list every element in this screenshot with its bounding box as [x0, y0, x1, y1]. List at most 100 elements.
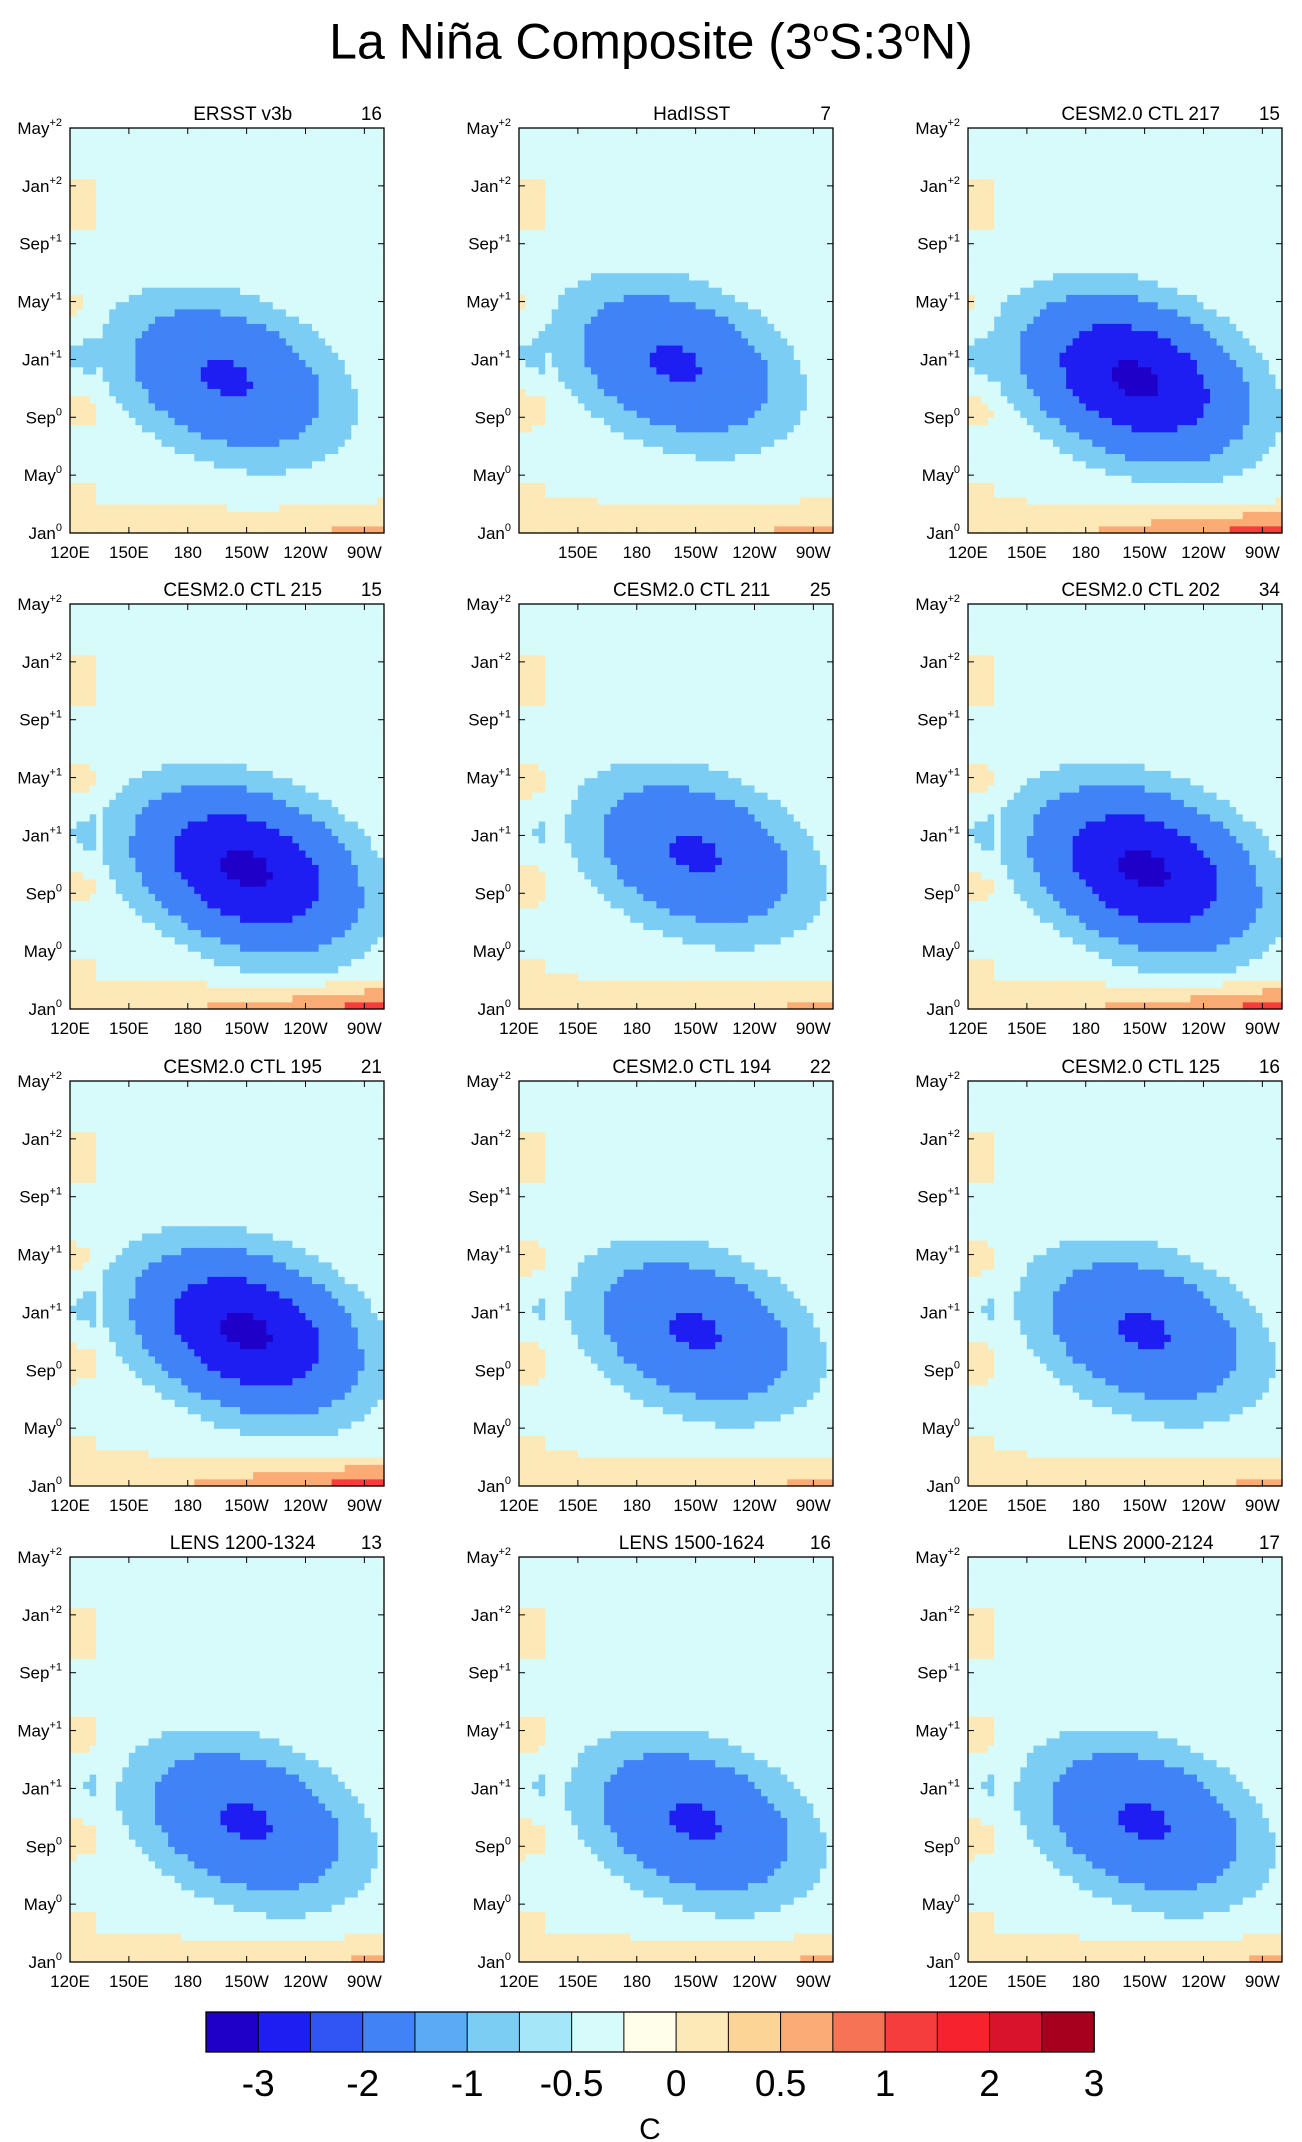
panel-frame [967, 1080, 1283, 1487]
y-tick-label: May0 [24, 1893, 62, 1914]
panel-8: CESM2.0 CTL 194 22 120E 150E 180 150W 120W 90W J… [466, 1057, 834, 1515]
panel-frame [69, 1080, 385, 1487]
y-tick-label: May+2 [17, 593, 62, 614]
panel-title: CESM2.0 CTL 215 [163, 580, 322, 601]
anomaly-field [968, 604, 1283, 1010]
y-tick-label: May0 [24, 940, 62, 961]
x-tick-label: 120W [283, 1019, 327, 1038]
y-tick-label: Jan+2 [920, 175, 960, 196]
panel-count: 16 [361, 104, 382, 125]
x-tick-label: 180 [174, 1019, 202, 1038]
anomaly-field [519, 1081, 834, 1487]
x-tick-label: 150W [673, 1019, 717, 1038]
panel-count: 13 [361, 1533, 382, 1554]
x-tick-label: 150E [558, 1019, 598, 1038]
x-tick-label: 120W [283, 1972, 327, 1991]
panel-2: HadISST 7 150E 180 150W 120W 90W Jan0 May0 Sep0 Ja… [466, 104, 834, 562]
y-tick-label: Jan0 [926, 1475, 960, 1496]
panel-9: CESM2.0 CTL 125 16 120E 150E 180 150W 120W 90W J… [915, 1057, 1283, 1515]
y-tick-label: May0 [922, 464, 960, 485]
panel-6: CESM2.0 CTL 202 34 120E 150E 180 150W 120W 90W J… [915, 580, 1283, 1038]
panel-title: CESM2.0 CTL 217 [1061, 104, 1220, 125]
y-tick-label: Jan+2 [471, 1604, 511, 1625]
panel-count: 22 [810, 1057, 831, 1078]
x-tick-label: 90W [347, 1496, 382, 1515]
panel-frame [69, 603, 385, 1010]
y-tick-label: May+1 [915, 1720, 960, 1741]
panel-title: LENS 2000-2124 [1068, 1533, 1214, 1554]
x-tick-label: 150E [558, 543, 598, 562]
y-tick-label: Sep+1 [19, 1186, 62, 1207]
x-tick-label: 180 [174, 1972, 202, 1991]
y-tick-label: May+1 [17, 1244, 62, 1265]
y-tick-label: Jan0 [926, 522, 960, 543]
y-tick-label: May+2 [17, 1070, 62, 1091]
colorbar-swatch [884, 2011, 939, 2053]
y-tick-label: Sep+1 [917, 1662, 960, 1683]
y-tick-label: Jan+1 [22, 1301, 62, 1322]
panel-frame [967, 127, 1283, 534]
y-tick-label: Sep0 [924, 1835, 960, 1856]
panel-title: CESM2.0 CTL 125 [1061, 1057, 1220, 1078]
colorbar-label: -1 [451, 2063, 484, 2104]
anomaly-field [968, 128, 1283, 534]
x-tick-label: 150W [1122, 1972, 1166, 1991]
x-tick-label: 180 [1072, 1972, 1100, 1991]
panel-title: LENS 1200-1324 [170, 1533, 316, 1554]
x-tick-label: 90W [796, 1019, 831, 1038]
panel-title: CESM2.0 CTL 202 [1061, 580, 1220, 601]
y-tick-label: Jan+2 [22, 175, 62, 196]
x-tick-label: 150W [1122, 1019, 1166, 1038]
panel-title: CESM2.0 CTL 211 [613, 580, 770, 601]
x-tick-label: 180 [623, 543, 651, 562]
y-tick-label: Sep0 [924, 882, 960, 903]
y-tick-label: May+2 [466, 1546, 511, 1567]
y-tick-label: Jan0 [477, 522, 511, 543]
y-tick-label: Sep+1 [468, 233, 511, 254]
y-tick-label: Jan0 [477, 1475, 511, 1496]
y-tick-label: May+2 [466, 117, 511, 138]
x-tick-label: 150E [1007, 1496, 1047, 1515]
y-tick-label: May+2 [17, 1546, 62, 1567]
anomaly-field [519, 1557, 834, 1963]
panel-count: 15 [1259, 104, 1280, 125]
y-tick-label: Sep+1 [468, 1186, 511, 1207]
panel-count: 25 [810, 580, 831, 601]
x-tick-label: 150E [558, 1496, 598, 1515]
x-tick-label: 150W [673, 543, 717, 562]
y-tick-label: Jan+1 [920, 348, 960, 369]
colorbar-unit: C [639, 2113, 661, 2142]
y-tick-label: Sep+1 [917, 233, 960, 254]
x-tick-label: 120E [499, 1019, 539, 1038]
x-tick-label: 180 [623, 1019, 651, 1038]
colorbar-swatch [623, 2011, 677, 2053]
x-tick-label: 150W [224, 1972, 268, 1991]
y-tick-label: May+1 [17, 291, 62, 312]
y-tick-label: May0 [473, 464, 511, 485]
x-tick-label: 120W [283, 1496, 327, 1515]
y-tick-label: Jan+1 [471, 1777, 511, 1798]
x-tick-label: 120E [948, 543, 988, 562]
colorbar-label: 3 [1084, 2063, 1105, 2104]
y-tick-label: May0 [473, 1417, 511, 1438]
y-tick-label: Jan+2 [471, 651, 511, 672]
x-tick-label: 150W [673, 1496, 717, 1515]
x-tick-label: 120E [499, 1972, 539, 1991]
anomaly-field [70, 604, 385, 1010]
panel-frame [967, 603, 1283, 1010]
y-tick-label: Jan0 [28, 1951, 62, 1972]
anomaly-field [70, 1557, 385, 1963]
y-tick-label: May0 [922, 1417, 960, 1438]
x-tick-label: 120E [499, 1496, 539, 1515]
y-tick-label: Jan+1 [22, 1777, 62, 1798]
colorbar-label: 0.5 [755, 2063, 806, 2104]
x-tick-label: 90W [347, 543, 382, 562]
y-tick-label: May+1 [17, 1720, 62, 1741]
panel-count: 17 [1259, 1533, 1280, 1554]
y-tick-label: Sep0 [924, 406, 960, 427]
y-tick-label: Jan+2 [471, 1128, 511, 1149]
y-tick-label: Jan+1 [471, 348, 511, 369]
x-tick-label: 150E [109, 1496, 149, 1515]
x-tick-label: 120W [1181, 1496, 1225, 1515]
panel-11: LENS 1500-1624 16 120E 150E 180 150W 120W 90W Ja… [466, 1533, 834, 1991]
